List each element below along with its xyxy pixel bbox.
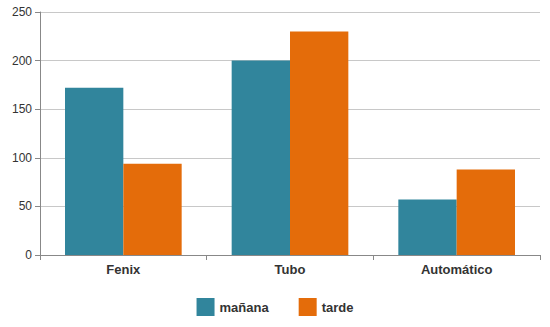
svg-text:50: 50 <box>19 199 33 213</box>
svg-text:150: 150 <box>12 102 32 116</box>
svg-text:Automático: Automático <box>421 262 493 277</box>
svg-text:200: 200 <box>12 54 32 68</box>
svg-text:Fenix: Fenix <box>106 262 141 277</box>
svg-text:mañana: mañana <box>220 300 270 315</box>
svg-text:250: 250 <box>12 5 32 19</box>
svg-text:0: 0 <box>25 248 32 262</box>
svg-text:tarde: tarde <box>322 300 354 315</box>
svg-text:100: 100 <box>12 151 32 165</box>
svg-text:Tubo: Tubo <box>275 262 306 277</box>
